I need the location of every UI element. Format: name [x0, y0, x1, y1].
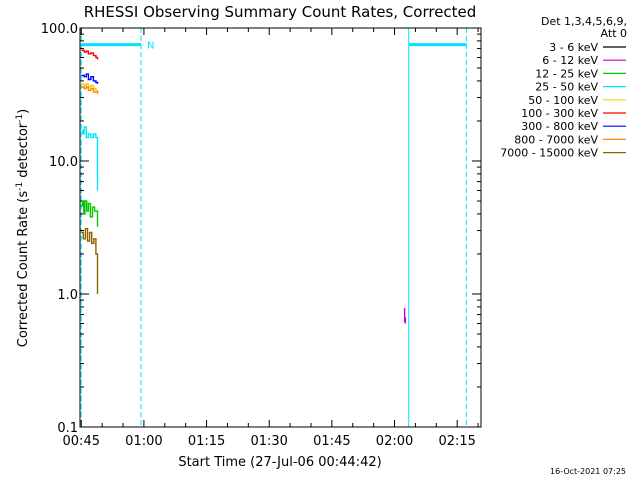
- x-tick-label: 02:15: [438, 434, 475, 449]
- legend-header-attenuator: Att 0: [601, 27, 627, 40]
- plot-area: N: [80, 27, 481, 428]
- x-tick-label: 01:15: [188, 434, 225, 449]
- legend-header-detectors: Det 1,3,4,5,6,9,: [541, 15, 627, 28]
- series-line: [81, 83, 99, 92]
- series-line: [403, 307, 407, 324]
- legend-label: 100 - 300 keV: [521, 107, 598, 120]
- legend-label: 800 - 7000 keV: [514, 133, 598, 146]
- x-tick-label: 00:45: [63, 434, 100, 449]
- y-tick-label: 1.0: [57, 288, 78, 303]
- chart-title: RHESSI Observing Summary Count Rates, Co…: [84, 3, 477, 21]
- series-line: [81, 126, 99, 191]
- legend-label: 300 - 800 keV: [521, 120, 598, 133]
- x-tick-label: 01:00: [125, 434, 162, 449]
- night-marker-label: N: [147, 41, 154, 52]
- legend-label: 25 - 50 keV: [535, 81, 598, 94]
- series-line: [81, 200, 99, 227]
- legend-label: 6 - 12 keV: [542, 54, 598, 67]
- series-line: [81, 86, 99, 94]
- y-tick-label: 100.0: [41, 22, 78, 37]
- legend-label: 7000 - 15000 keV: [500, 147, 598, 160]
- x-tick-label: 01:45: [313, 434, 350, 449]
- x-tick-label: 02:00: [376, 434, 413, 449]
- series-line: [81, 227, 99, 294]
- y-tick-label: 0.1: [57, 421, 78, 436]
- plot-frame: [79, 27, 482, 428]
- x-tick-label: 01:30: [250, 434, 287, 449]
- legend-label: 3 - 6 keV: [549, 41, 598, 54]
- series-line: [81, 73, 99, 84]
- legend-label: 12 - 25 keV: [535, 67, 598, 80]
- legend-label: 50 - 100 keV: [528, 94, 598, 107]
- y-axis-label: Corrected Count Rate (s-1 detector-1): [15, 109, 31, 347]
- x-axis-label: Start Time (27-Jul-06 00:44:42): [178, 455, 381, 470]
- series-line: [81, 49, 99, 60]
- y-tick-label: 10.0: [49, 155, 78, 170]
- date-stamp: 16-Oct-2021 07:25: [550, 467, 626, 476]
